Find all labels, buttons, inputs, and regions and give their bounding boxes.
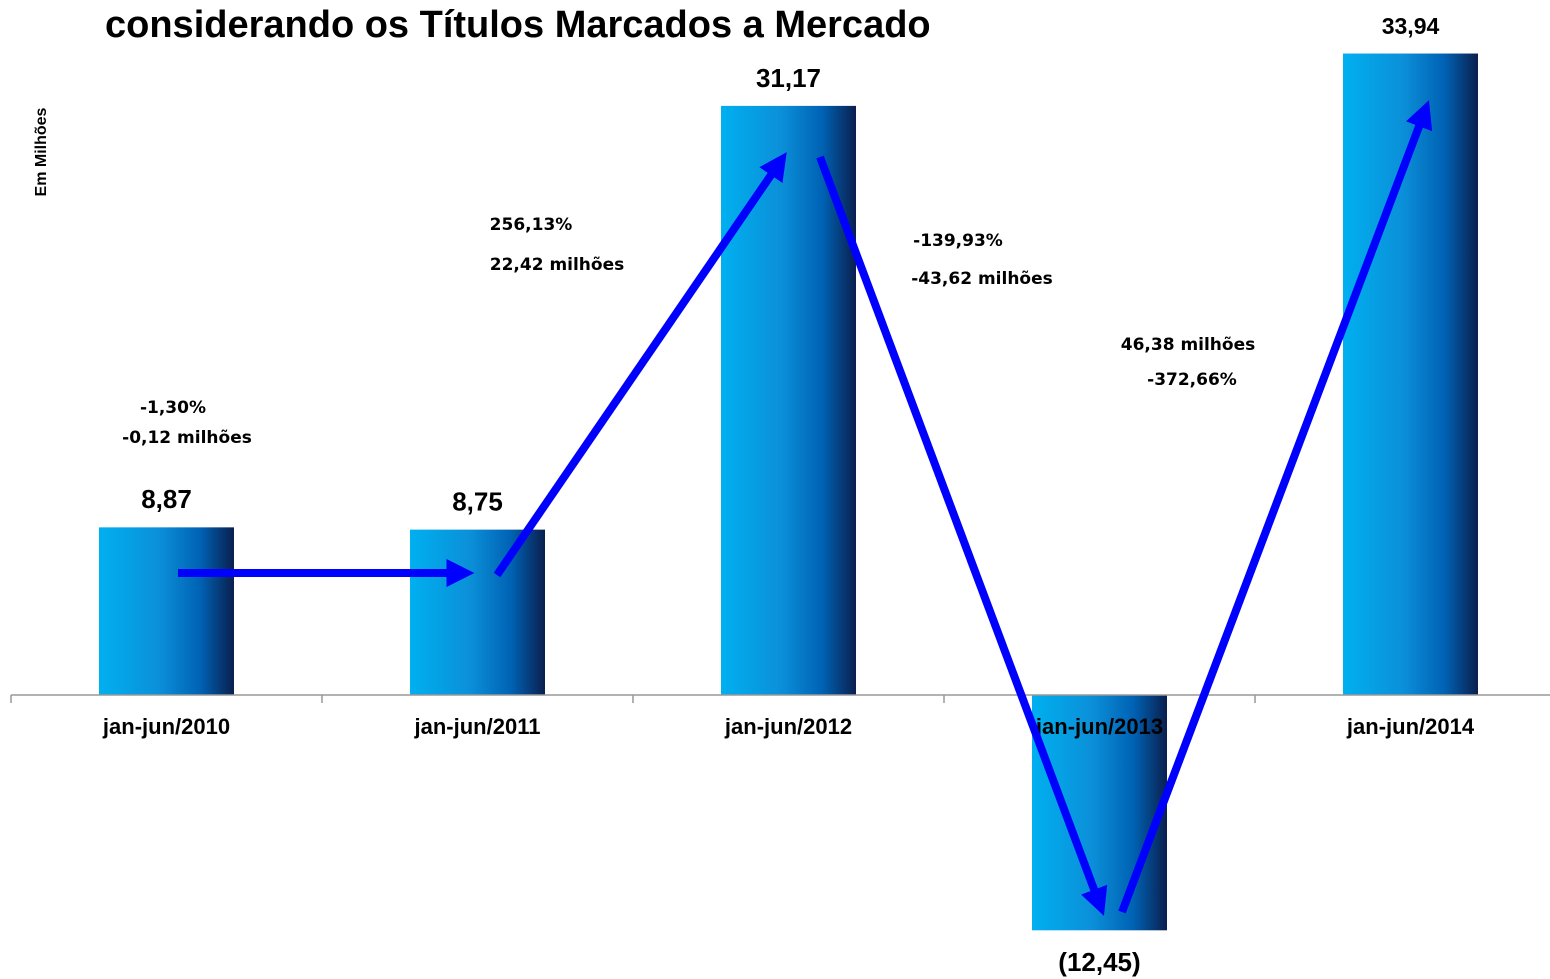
x-tick-label: jan-jun/2013 <box>1035 714 1163 739</box>
value-label: (12,45) <box>1058 947 1140 977</box>
x-tick-label: jan-jun/2011 <box>414 714 541 739</box>
annotation: -0,12 milhões <box>122 428 252 448</box>
arrow <box>1118 100 1433 914</box>
value-label: 8,87 <box>141 484 192 514</box>
annotation: -1,30% <box>140 398 206 418</box>
value-label: 8,75 <box>452 487 503 517</box>
bars <box>99 53 1478 931</box>
trend-arrows <box>178 100 1433 916</box>
annotation: 46,38 milhões <box>1121 335 1256 355</box>
value-label: 31,17 <box>756 63 821 93</box>
chart-title: considerando os Títulos Marcados a Merca… <box>105 4 931 46</box>
arrow <box>493 152 787 578</box>
x-tick-label: jan-jun/2014 <box>1346 714 1475 739</box>
arrow <box>816 155 1108 916</box>
annotation: -139,93% <box>913 231 1003 251</box>
y-axis-label: Em Milhões <box>33 107 50 196</box>
bar <box>99 527 234 695</box>
x-tick-label: jan-jun/2012 <box>724 714 852 739</box>
annotation: -43,62 milhões <box>911 269 1053 289</box>
value-label: 33,94 <box>1382 13 1440 39</box>
annotation: 256,13% <box>490 215 573 235</box>
bar <box>410 529 545 695</box>
x-tick-label: jan-jun/2010 <box>102 714 230 739</box>
annotation: 22,42 milhões <box>490 255 625 275</box>
bar <box>1343 53 1478 696</box>
annotation: -372,66% <box>1147 370 1237 390</box>
